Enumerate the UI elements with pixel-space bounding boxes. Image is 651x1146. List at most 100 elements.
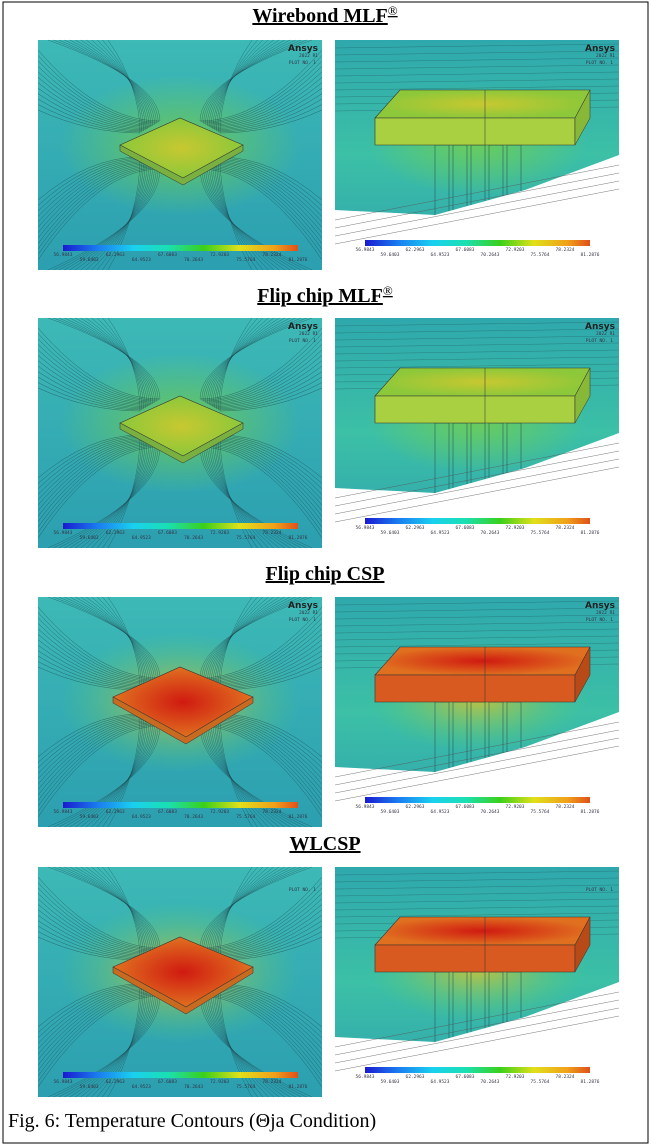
legend-bar [365,240,590,246]
section-title-text: Flip chip CSP [266,563,385,585]
package-front [375,675,575,702]
package-front [375,396,575,423]
legend-label: 81.2876 [289,814,308,820]
package-top [375,90,590,118]
legend-label: 67.6083 [158,252,177,258]
legend-label: 70.2643 [184,535,203,541]
legend-label: 78.2324 [262,1079,281,1085]
legend-label: 59.6403 [80,535,99,541]
legend-bar [365,1067,590,1073]
legend-label: 70.2643 [481,530,500,536]
legend-bar [365,797,590,803]
legend-label: 70.2643 [184,1084,203,1090]
legend-label: 75.5764 [531,252,550,258]
software-version: 2022 R1 [299,331,318,337]
legend-label: 56.9843 [54,252,73,258]
legend-label: 72.9203 [506,1074,525,1080]
legend-label: 62.2963 [406,525,425,531]
legend-label: 72.9203 [506,247,525,253]
plot-label: PLOT NO. 1 [289,60,316,66]
legend-label: 75.5764 [236,814,255,820]
legend-label: 62.2963 [406,804,425,810]
legend-bar [63,523,298,529]
legend-label: 62.2963 [106,252,125,258]
legend-label: 75.5764 [531,1079,550,1085]
legend-label: 75.5764 [531,530,550,536]
side-view-image: 56.984359.640362.296364.952367.608370.26… [335,318,619,548]
plot-label: PLOT NO. 1 [289,338,316,344]
legend-label: 59.6403 [381,252,400,258]
plot-label: PLOT NO. 1 [586,338,613,344]
legend-label: 72.9203 [210,1079,229,1085]
legend-label: 75.5764 [236,535,255,541]
legend-label: 56.9843 [356,1074,375,1080]
section-title-text: WLCSP [289,833,360,855]
software-version: 2022 R1 [299,53,318,59]
legend-label: 56.9843 [54,1079,73,1085]
legend-label: 81.2876 [289,257,308,263]
legend-label: 64.9523 [431,252,450,258]
software-name: Ansys [585,44,615,54]
legend-label: 72.9203 [210,809,229,815]
legend-label: 56.9843 [54,809,73,815]
software-name: Ansys [585,322,615,332]
section-title-text: Wirebond MLF [252,5,387,27]
legend-label: 62.2963 [106,530,125,536]
side-view-image: 56.984359.640362.296364.952367.608370.26… [335,40,619,270]
section-title: Wirebond MLF® [252,3,397,27]
legend-label: 67.6083 [456,804,475,810]
side-view-image: 56.984359.640362.296364.952367.608370.26… [335,597,619,827]
legend-bar [63,245,298,251]
package-front [375,945,575,972]
legend-label: 70.2643 [184,257,203,263]
software-version: 2022 R1 [596,53,615,59]
legend-label: 72.9203 [210,252,229,258]
legend-label: 75.5764 [236,257,255,263]
legend-label: 81.2876 [581,530,600,536]
software-name: Ansys [288,601,318,611]
legend-label: 81.2876 [289,535,308,541]
caption: Fig. 6: Temperature Contours (Θja Condit… [8,1110,376,1132]
section-title-sup: ® [388,3,398,18]
legend-label: 72.9203 [506,525,525,531]
legend-label: 64.9523 [132,535,151,541]
legend-label: 62.2963 [406,1074,425,1080]
top-view-image: 56.984359.640362.296364.952367.608370.26… [38,40,322,270]
legend-label: 78.2324 [556,247,575,253]
legend-label: 67.6083 [456,525,475,531]
legend-label: 59.6403 [381,1079,400,1085]
legend-label: 59.6403 [381,530,400,536]
legend-label: 56.9843 [356,804,375,810]
legend-label: 81.2876 [581,809,600,815]
plot-label: PLOT NO. 1 [289,887,316,893]
software-version: 2022 R1 [299,610,318,616]
legend-label: 67.6083 [158,1079,177,1085]
legend-label: 56.9843 [356,247,375,253]
software-version: 2022 R1 [596,331,615,337]
legend-bar [63,1072,298,1078]
legend-label: 59.6403 [80,814,99,820]
package-top [375,917,590,945]
legend-label: 81.2876 [289,1084,308,1090]
legend-bar [365,518,590,524]
legend-label: 64.9523 [431,530,450,536]
legend-bar [63,802,298,808]
legend-label: 59.6403 [80,1084,99,1090]
legend-label: 81.2876 [581,1079,600,1085]
plot-label: PLOT NO. 1 [586,617,613,623]
package-top [375,368,590,396]
legend-label: 70.2643 [481,252,500,258]
legend-label: 72.9203 [506,804,525,810]
legend-label: 59.6403 [381,809,400,815]
top-view-image: 56.984359.640362.296364.952367.608370.26… [38,597,322,827]
legend-label: 75.5764 [236,1084,255,1090]
section-title-sup: ® [383,283,393,298]
top-view-image: 56.984359.640362.296364.952367.608370.26… [38,867,322,1097]
legend-label: 70.2643 [184,814,203,820]
legend-label: 70.2643 [481,809,500,815]
plot-label: PLOT NO. 1 [586,60,613,66]
figure: Fig. 6: Temperature Contours (Θja Condit… [0,0,651,1146]
legend-label: 62.2963 [406,247,425,253]
side-view-image: 56.984359.640362.296364.952367.608370.26… [335,867,619,1097]
plot-label: PLOT NO. 1 [586,887,613,893]
